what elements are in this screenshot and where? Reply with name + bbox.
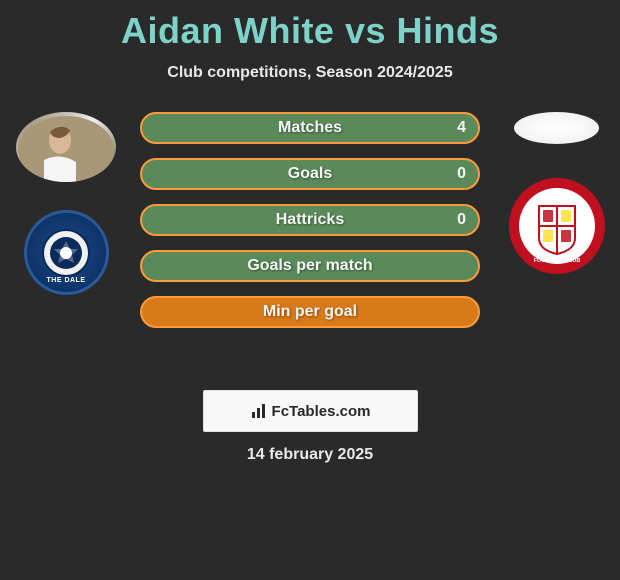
stat-label: Hattricks (276, 211, 344, 229)
stat-label: Matches (278, 119, 342, 137)
svg-text:WOKING: WOKING (540, 191, 574, 200)
badge-left-label: THE DALE (27, 277, 106, 284)
stats-list: Matches 4 Goals 0 Hattricks 0 Goals per … (140, 112, 480, 328)
stat-label: Goals per match (247, 257, 372, 275)
stat-label: Goals (288, 165, 332, 183)
stat-row-matches: Matches 4 (140, 112, 480, 144)
player-left-club-badge: THE DALE (24, 210, 109, 295)
player-right-avatar (514, 112, 599, 144)
stat-label: Min per goal (263, 303, 357, 321)
stat-row-goals: Goals 0 (140, 158, 480, 190)
stat-right-value: 0 (457, 165, 466, 183)
stat-row-hattricks: Hattricks 0 (140, 204, 480, 236)
page-subtitle: Club competitions, Season 2024/2025 (0, 64, 620, 82)
player-right-column: WOKING FOOTBALL CLUB (499, 112, 614, 276)
player-left-avatar (16, 112, 116, 182)
comparison-area: THE DALE WOKING FOOTBALL CLUB (0, 112, 620, 372)
brand-banner[interactable]: FcTables.com (203, 390, 418, 432)
stat-row-goals-per-match: Goals per match (140, 250, 480, 282)
player-right-club-badge: WOKING FOOTBALL CLUB (507, 176, 607, 276)
player-left-column: THE DALE (6, 112, 126, 295)
date-label: 14 february 2025 (0, 446, 620, 464)
stat-right-value: 0 (457, 211, 466, 229)
stat-right-value: 4 (457, 119, 466, 137)
chart-icon (250, 402, 268, 420)
page-title: Aidan White vs Hinds (0, 0, 620, 52)
stat-row-min-per-goal: Min per goal (140, 296, 480, 328)
brand-text: FcTables.com (272, 403, 371, 420)
svg-text:FOOTBALL CLUB: FOOTBALL CLUB (533, 258, 580, 264)
